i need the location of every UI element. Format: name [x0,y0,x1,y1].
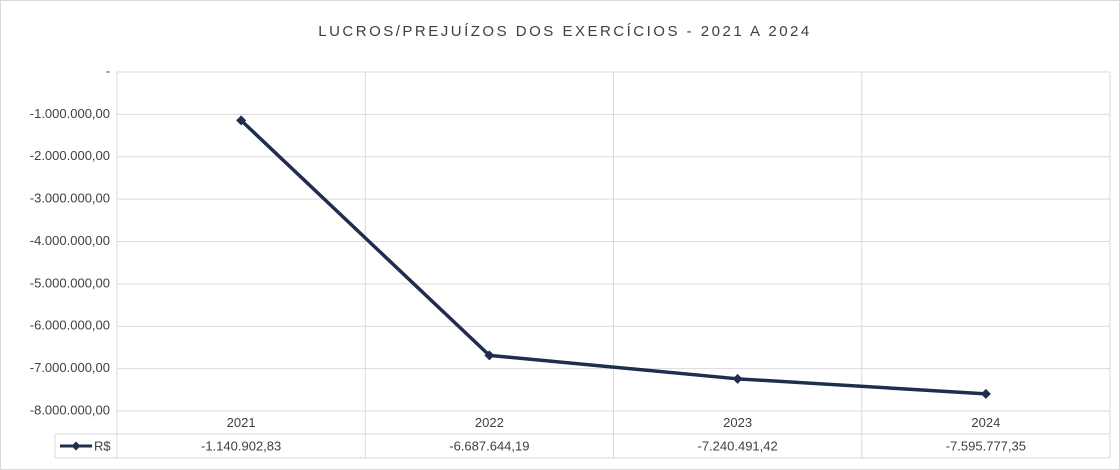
series-line [239,119,986,396]
y-tick-label: -5.000.000,00 [30,275,110,290]
table-value: -7.595.777,35 [946,438,1026,453]
y-tick-label: -2.000.000,00 [30,148,110,163]
table-value: -7.240.491,42 [698,438,778,453]
legend-label: R$ [94,438,111,453]
x-tick-label: 2023 [723,415,752,430]
y-tick-label: -6.000.000,00 [30,318,110,333]
x-tick-label: 2024 [971,415,1000,430]
table-value: -6.687.644,19 [449,438,529,453]
x-tick-label: 2022 [475,415,504,430]
table-value: -1.140.902,83 [201,438,281,453]
point-marker [980,388,991,399]
y-tick-label: -3.000.000,00 [30,191,110,206]
point-marker [484,350,495,361]
point-marker [236,115,247,126]
point-marker [732,373,743,384]
y-tick-label: -7.000.000,00 [30,360,110,375]
y-tick-label: -4.000.000,00 [30,233,110,248]
legend-key-marker [71,441,81,451]
y-tick-label: -1.000.000,00 [30,106,110,121]
chart-title: LUCROS/PREJUÍZOS DOS EXERCÍCIOS - 2021 A… [318,23,811,40]
x-tick-label: 2021 [227,415,256,430]
y-tick-label: - [106,63,110,78]
y-tick-label: -8.000.000,00 [30,402,110,417]
